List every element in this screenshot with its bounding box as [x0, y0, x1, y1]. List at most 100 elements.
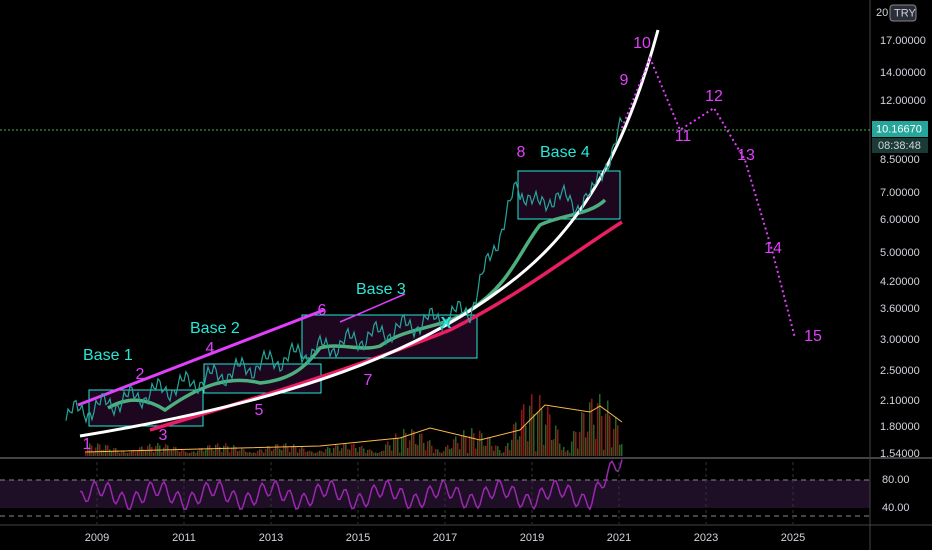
volume-bar: [559, 443, 561, 456]
volume-bar: [469, 436, 471, 456]
currency-badge[interactable]: [889, 4, 917, 22]
volume-bar: [195, 452, 197, 456]
volume-bar: [493, 450, 495, 456]
volume-bar: [301, 446, 303, 456]
wave-label: 6: [318, 302, 327, 319]
price-label: 7.00000: [880, 187, 920, 199]
price-label: 17.00000: [880, 35, 926, 47]
volume-bar: [321, 451, 323, 456]
volume-bar: [485, 445, 487, 456]
volume-bar: [405, 433, 407, 456]
volume-bar: [87, 446, 89, 456]
volume-bar: [325, 449, 327, 456]
volume-bar: [337, 445, 339, 456]
time-label: 2025: [781, 532, 805, 544]
volume-bar: [305, 451, 307, 456]
volume-bar: [123, 451, 125, 456]
volume-bar: [107, 445, 109, 456]
volume-bar: [451, 448, 453, 456]
volume-bar: [251, 452, 253, 456]
ma-50: [107, 198, 607, 413]
last-price: 10.16670: [876, 123, 922, 135]
volume-bar: [109, 449, 111, 456]
volume-bar: [595, 438, 597, 456]
wave-label: 8: [517, 144, 526, 161]
volume-bar: [621, 443, 623, 456]
volume-bar: [373, 452, 375, 456]
volume-bar: [329, 448, 331, 456]
volume-bar: [619, 444, 621, 456]
volume-bar: [119, 452, 121, 456]
volume-bar: [489, 437, 491, 456]
volume-bar: [537, 411, 539, 456]
volume-bar: [269, 446, 271, 456]
volume-bar: [145, 451, 147, 456]
volume-bar: [319, 450, 321, 456]
volume-bar: [533, 413, 535, 456]
volume-bar: [255, 452, 257, 456]
volume-bar: [175, 447, 177, 456]
volume-bar: [187, 452, 189, 456]
volume-bar: [353, 443, 355, 456]
volume-bar: [129, 452, 131, 456]
volume-bar: [339, 450, 341, 456]
volume-bar: [291, 446, 293, 456]
volume-bar: [481, 433, 483, 456]
volume-bar: [423, 442, 425, 456]
volume-bar: [495, 445, 497, 456]
volume-bar: [245, 451, 247, 456]
currency[interactable]: TRY: [894, 7, 916, 19]
wave-label: 15: [804, 328, 822, 345]
volume-bar: [587, 431, 589, 456]
wave-label: 11: [675, 128, 692, 145]
price-label: 8.50000: [880, 154, 920, 166]
wave-label: 12: [705, 88, 723, 105]
volume-bar: [589, 402, 591, 456]
wave-label: 3: [159, 427, 168, 444]
volume-bar: [591, 398, 593, 456]
volume-bar: [441, 452, 443, 456]
wave-label: 14: [764, 240, 782, 257]
volume-bar: [615, 416, 617, 456]
time-label: 2019: [520, 532, 544, 544]
volume-bar: [103, 449, 105, 456]
volume-bar: [367, 449, 369, 456]
volume-bar: [415, 444, 417, 456]
volume-bar: [221, 452, 223, 456]
volume-bar: [419, 433, 421, 456]
volume-bar: [579, 431, 581, 456]
volume-bar: [117, 450, 119, 456]
volume-bar: [289, 451, 291, 456]
volume-bar: [257, 450, 259, 456]
volume-bar: [97, 443, 99, 456]
rsi-band: [0, 480, 870, 508]
volume-bar: [91, 445, 93, 456]
volume-bar: [399, 452, 401, 456]
volume-bar: [101, 449, 103, 456]
volume-bar: [521, 409, 523, 456]
volume-bar: [545, 424, 547, 456]
volume-bar: [179, 451, 181, 456]
volume-bar: [293, 444, 295, 456]
volume-bar: [307, 451, 309, 456]
volume-bar: [231, 447, 233, 456]
volume-bar: [391, 450, 393, 456]
volume-bar: [143, 449, 145, 456]
volume-bar: [363, 448, 365, 456]
volume-bar: [387, 441, 389, 456]
volume-bar: [315, 452, 317, 456]
volume-bar: [517, 439, 519, 456]
volume-bar: [327, 447, 329, 456]
volume-bar: [427, 441, 429, 456]
volume-bar: [407, 447, 409, 456]
base-label: Base 2: [190, 320, 240, 337]
volume-bar: [177, 450, 179, 456]
volume-bar: [531, 394, 533, 456]
volume-bar: [199, 448, 201, 456]
volume-bar: [127, 452, 129, 456]
growth-curve: [79, 29, 660, 438]
volume-bar: [105, 445, 107, 456]
time-label: 2013: [259, 532, 283, 544]
volume-bar: [507, 442, 509, 456]
volume-bar: [333, 447, 335, 456]
